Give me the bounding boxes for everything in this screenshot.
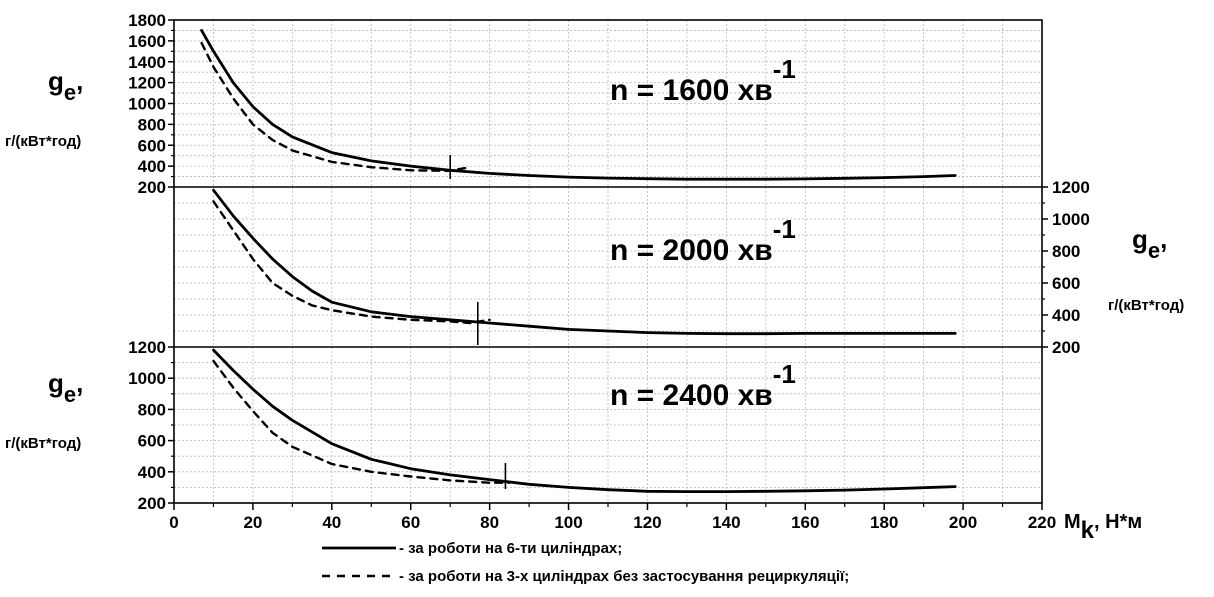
x-tick-label: 40: [322, 513, 341, 532]
x-tick-label: 140: [712, 513, 740, 532]
y-tick-label: 1200: [128, 74, 166, 93]
series-line-solid: [212, 348, 957, 494]
series-line-dashed: [212, 359, 511, 484]
y-tick-label: 200: [1052, 338, 1080, 357]
x-tick-label: 180: [870, 513, 898, 532]
panel-speed-title: n = 2000 хв-1: [610, 214, 796, 267]
panel-speed-title: n = 1600 хв-1: [610, 54, 796, 107]
series-line-dashed: [212, 200, 491, 325]
chart-panel-1: n = 1600 хв-1: [200, 28, 957, 181]
y-tick-label: 800: [138, 115, 166, 134]
x-tick-label: 20: [243, 513, 262, 532]
y-tick-label: 1200: [128, 338, 166, 357]
y-axis-label-symbol: ge,: [1132, 224, 1167, 263]
y-tick-label: 1000: [1052, 210, 1090, 229]
panel-speed-title: n = 2400 хв-1: [610, 359, 796, 412]
x-tick-label: 60: [401, 513, 420, 532]
y-tick-label: 600: [1052, 274, 1080, 293]
x-axis-label: Mk, Н*м: [1064, 511, 1142, 544]
axes-layer: 20040060080010001200140016001800ge,г/(кВ…: [5, 11, 1184, 513]
series-line-dashed: [200, 41, 472, 173]
grid-layer: [174, 20, 1042, 503]
y-tick-label: 1600: [128, 32, 166, 51]
legend: - за роботи на 6-ти циліндрах; - за робот…: [322, 540, 849, 585]
x-tick-label: 80: [480, 513, 499, 532]
y-tick-label: 400: [1052, 306, 1080, 325]
y-axis-label-unit: г/(кВт*год): [1108, 297, 1184, 314]
y-tick-label: 1200: [1052, 178, 1090, 197]
y-axis-label-symbol: ge,: [48, 66, 83, 105]
y-tick-label: 1000: [128, 95, 166, 114]
legend-label: - за роботи на 3-х циліндрах без застосу…: [399, 568, 849, 585]
panels-layer: n = 1600 хв-1 n = 2000 хв-1 n = 2400 хв-1: [200, 28, 957, 494]
series-line-solid: [212, 188, 957, 336]
y-tick-label: 600: [138, 432, 166, 451]
x-tick-label: 220: [1028, 513, 1056, 532]
x-tick-label: 100: [554, 513, 582, 532]
series-line-solid: [200, 28, 957, 181]
chart-panel-3: n = 2400 хв-1: [212, 348, 957, 494]
y-tick-label: 600: [138, 136, 166, 155]
y-tick-label: 800: [138, 400, 166, 419]
y-tick-label: 400: [138, 463, 166, 482]
y-tick-label: 1000: [128, 369, 166, 388]
x-tick-label: 200: [949, 513, 977, 532]
x-tick-label: 120: [633, 513, 661, 532]
y-axis-label-unit: г/(кВт*год): [5, 133, 81, 150]
y-tick-label: 800: [1052, 242, 1080, 261]
x-tick-label: 0: [169, 513, 178, 532]
legend-label: - за роботи на 6-ти циліндрах;: [399, 540, 622, 557]
y-tick-label: 400: [138, 157, 166, 176]
y-tick-label: 200: [138, 178, 166, 197]
x-tick-label: 160: [791, 513, 819, 532]
x-axis: 0 20 40 60 80 100 120 140 160 180 200 220 Mk, Н*м: [169, 503, 1142, 544]
y-tick-label: 200: [138, 494, 166, 513]
y-axis-label-symbol: ge,: [48, 368, 83, 407]
chart-panel-2: n = 2000 хв-1: [212, 188, 957, 345]
y-tick-label: 1400: [128, 53, 166, 72]
y-axis-label-unit: г/(кВт*год): [5, 435, 81, 452]
y-tick-label: 1800: [128, 11, 166, 30]
